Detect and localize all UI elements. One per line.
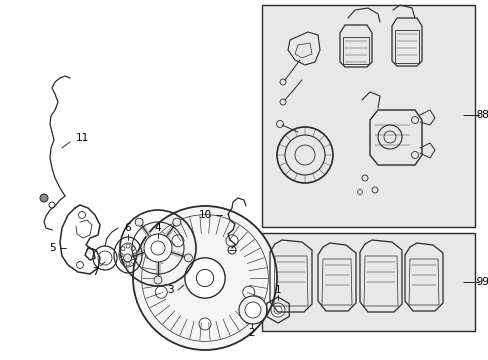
Circle shape (225, 235, 238, 247)
Text: 5: 5 (49, 243, 55, 253)
Circle shape (172, 218, 181, 226)
Text: — 8: — 8 (462, 110, 482, 120)
Text: 6: 6 (124, 223, 131, 233)
Text: 10: 10 (198, 210, 211, 220)
Circle shape (184, 258, 224, 298)
Circle shape (244, 302, 261, 318)
Circle shape (123, 254, 131, 262)
Text: 11: 11 (75, 133, 88, 143)
Text: 7: 7 (92, 267, 98, 277)
Text: 3: 3 (166, 285, 173, 295)
Circle shape (151, 241, 164, 255)
Circle shape (143, 234, 172, 262)
Circle shape (270, 303, 285, 317)
Text: 8: 8 (481, 110, 488, 120)
Circle shape (239, 296, 266, 324)
Text: 1: 1 (274, 285, 281, 295)
Circle shape (172, 235, 183, 247)
Circle shape (199, 318, 210, 330)
Text: 9: 9 (481, 277, 488, 287)
Circle shape (196, 269, 213, 287)
Bar (262, 5, 474, 227)
Circle shape (40, 194, 48, 202)
Circle shape (242, 286, 254, 298)
Text: 2: 2 (248, 328, 255, 338)
Text: 4: 4 (154, 223, 161, 233)
Bar (262, 233, 474, 331)
Circle shape (377, 125, 401, 149)
Circle shape (285, 135, 325, 175)
Circle shape (184, 254, 192, 262)
Circle shape (142, 215, 268, 341)
Text: — 9: — 9 (462, 277, 482, 287)
Circle shape (135, 218, 143, 226)
Circle shape (133, 206, 276, 350)
Circle shape (154, 276, 162, 284)
Circle shape (276, 127, 332, 183)
Circle shape (155, 286, 167, 298)
